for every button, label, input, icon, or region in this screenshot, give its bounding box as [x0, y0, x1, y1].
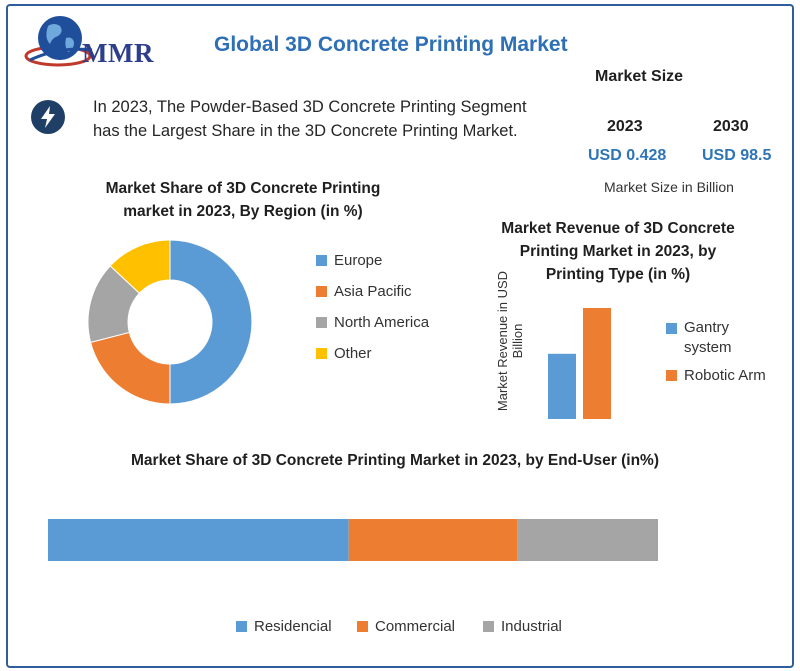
- market-size-2030-value: USD 98.5: [702, 147, 772, 164]
- legend-item-gantry-system: Gantry system: [666, 318, 732, 358]
- year-2023-label: 2023: [607, 118, 643, 135]
- end-user-chart-title: Market Share of 3D Concrete Printing Mar…: [131, 452, 659, 469]
- market-size-unit: Market Size in Billion: [604, 179, 734, 195]
- legend-item-north-america: North America: [316, 314, 429, 331]
- stacked-segment-residencial: [48, 519, 349, 561]
- printing-type-title-line-2: Printing Market in 2023, by: [519, 243, 717, 260]
- legend-swatch-europe: [316, 255, 327, 266]
- market-size-2023-value: USD 0.428: [588, 147, 667, 164]
- legend-item-industrial: Industrial: [483, 618, 562, 635]
- printing-type-chart-title: Market Revenue of 3D Concrete Printing M…: [478, 217, 758, 286]
- mmr-logo: MMR: [20, 8, 180, 80]
- lightning-icon: [30, 99, 66, 135]
- highlight-text: In 2023, The Powder-Based 3D Concrete Pr…: [93, 95, 553, 143]
- region-chart-title-line-2: market in 2023, By Region (in %): [123, 203, 363, 220]
- end-user-legend: Residencial Commercial Industrial: [0, 618, 800, 642]
- highlight-line-2: has the Largest Share in the 3D Concrete…: [93, 122, 518, 140]
- legend-item-robotic-arm: Robotic Arm: [666, 367, 766, 384]
- legend-swatch-north-america: [316, 317, 327, 328]
- globe-icon: [24, 16, 93, 67]
- donut-slice-asia-pacific: [89, 331, 171, 405]
- printing-type-legend: Gantry system Robotic Arm: [666, 318, 786, 388]
- printing-type-title-line-1: Market Revenue of 3D Concrete: [501, 220, 735, 237]
- stacked-segment-commercial: [348, 519, 518, 561]
- legend-label-gantry-line-2: system: [684, 339, 732, 356]
- bar-robotic-arm: [583, 308, 611, 419]
- legend-label-residencial: Residencial: [254, 618, 332, 635]
- legend-swatch-commercial: [357, 621, 368, 632]
- bar-gantry-system: [548, 353, 576, 419]
- legend-item-other: Other: [316, 345, 372, 362]
- legend-item-asia-pacific: Asia Pacific: [316, 283, 412, 300]
- page-title: Global 3D Concrete Printing Market: [214, 33, 568, 56]
- printing-type-bar-chart: [548, 308, 611, 419]
- legend-label-robotic-arm: Robotic Arm: [684, 367, 766, 384]
- legend-item-commercial: Commercial: [357, 618, 455, 635]
- legend-swatch-asia-pacific: [316, 286, 327, 297]
- highlight-line-1: In 2023, The Powder-Based 3D Concrete Pr…: [93, 98, 527, 116]
- legend-label-commercial: Commercial: [375, 618, 456, 635]
- printing-type-title-line-3: Printing Type (in %): [545, 266, 691, 283]
- region-chart-title: Market Share of 3D Concrete Printing mar…: [78, 177, 408, 223]
- legend-label-gantry-line-1: Gantry: [684, 319, 730, 336]
- logo-text: MMR: [82, 38, 154, 68]
- legend-swatch-industrial: [483, 621, 494, 632]
- donut-slice-other: [109, 239, 171, 294]
- legend-item-europe: Europe: [316, 252, 382, 269]
- legend-label-gantry-system: Gantry system: [684, 318, 732, 358]
- legend-label-asia-pacific: Asia Pacific: [334, 283, 412, 300]
- region-chart-title-line-1: Market Share of 3D Concrete Printing: [105, 180, 381, 197]
- legend-label-other: Other: [334, 345, 372, 362]
- donut-slice-europe: [169, 239, 253, 405]
- legend-item-residencial: Residencial: [236, 618, 332, 635]
- region-legend: Europe Asia Pacific North America Other: [316, 252, 456, 377]
- market-size-heading: Market Size: [595, 68, 684, 85]
- stacked-segment-industrial: [517, 519, 658, 561]
- legend-swatch-residencial: [236, 621, 247, 632]
- end-user-stacked-bar: [48, 519, 658, 561]
- region-donut-chart: [87, 239, 253, 405]
- legend-swatch-robotic-arm: [666, 370, 677, 381]
- year-2030-label: 2030: [713, 118, 749, 135]
- legend-label-north-america: North America: [334, 314, 430, 331]
- legend-label-industrial: Industrial: [501, 618, 562, 635]
- legend-swatch-other: [316, 348, 327, 359]
- legend-label-europe: Europe: [334, 252, 383, 269]
- legend-swatch-gantry-system: [666, 323, 677, 334]
